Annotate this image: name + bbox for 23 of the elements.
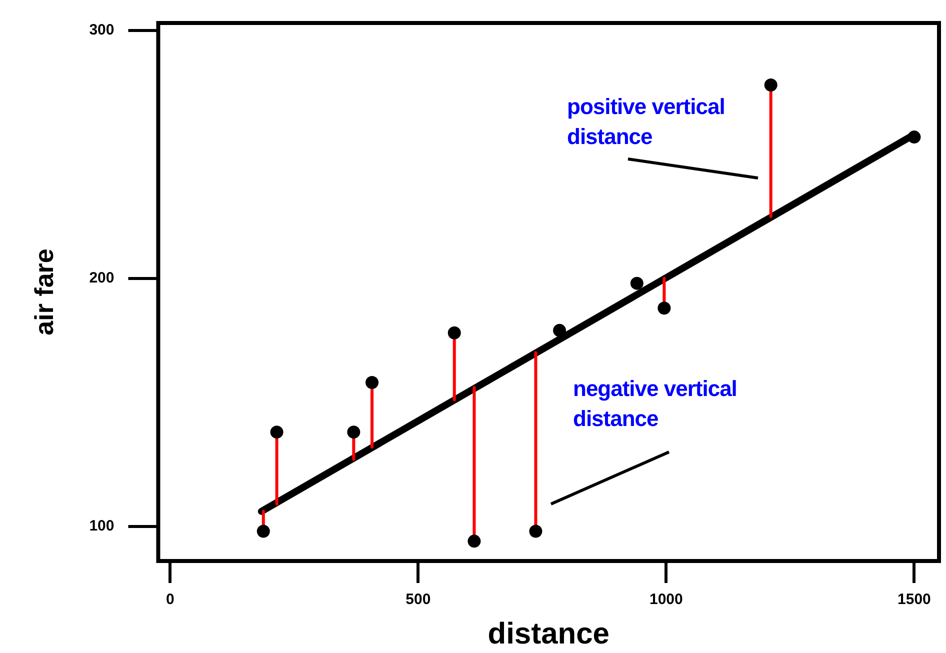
annotation: negative vertical distance [573, 375, 738, 433]
x-tick-label: 0 [166, 591, 174, 608]
x-tick-label: 1500 [898, 591, 931, 608]
point [908, 130, 921, 144]
y-axis-title: air fare [28, 248, 59, 336]
y-tick-label: 200 [89, 270, 114, 287]
point [256, 524, 270, 538]
point [270, 426, 284, 439]
point [630, 276, 644, 290]
point [529, 524, 542, 538]
point [553, 324, 566, 337]
x-axis-title: distance [488, 617, 610, 650]
point [764, 78, 778, 92]
point [366, 376, 379, 389]
point [448, 326, 461, 340]
point [347, 426, 360, 439]
y-tick-label: 100 [89, 517, 114, 534]
x-tick-label: 500 [406, 591, 431, 608]
y-tick-label: 300 [89, 22, 114, 39]
annotation: positive vertical distance [567, 93, 726, 151]
point [468, 534, 481, 548]
x-tick-label: 1000 [649, 591, 683, 608]
point [658, 302, 671, 315]
